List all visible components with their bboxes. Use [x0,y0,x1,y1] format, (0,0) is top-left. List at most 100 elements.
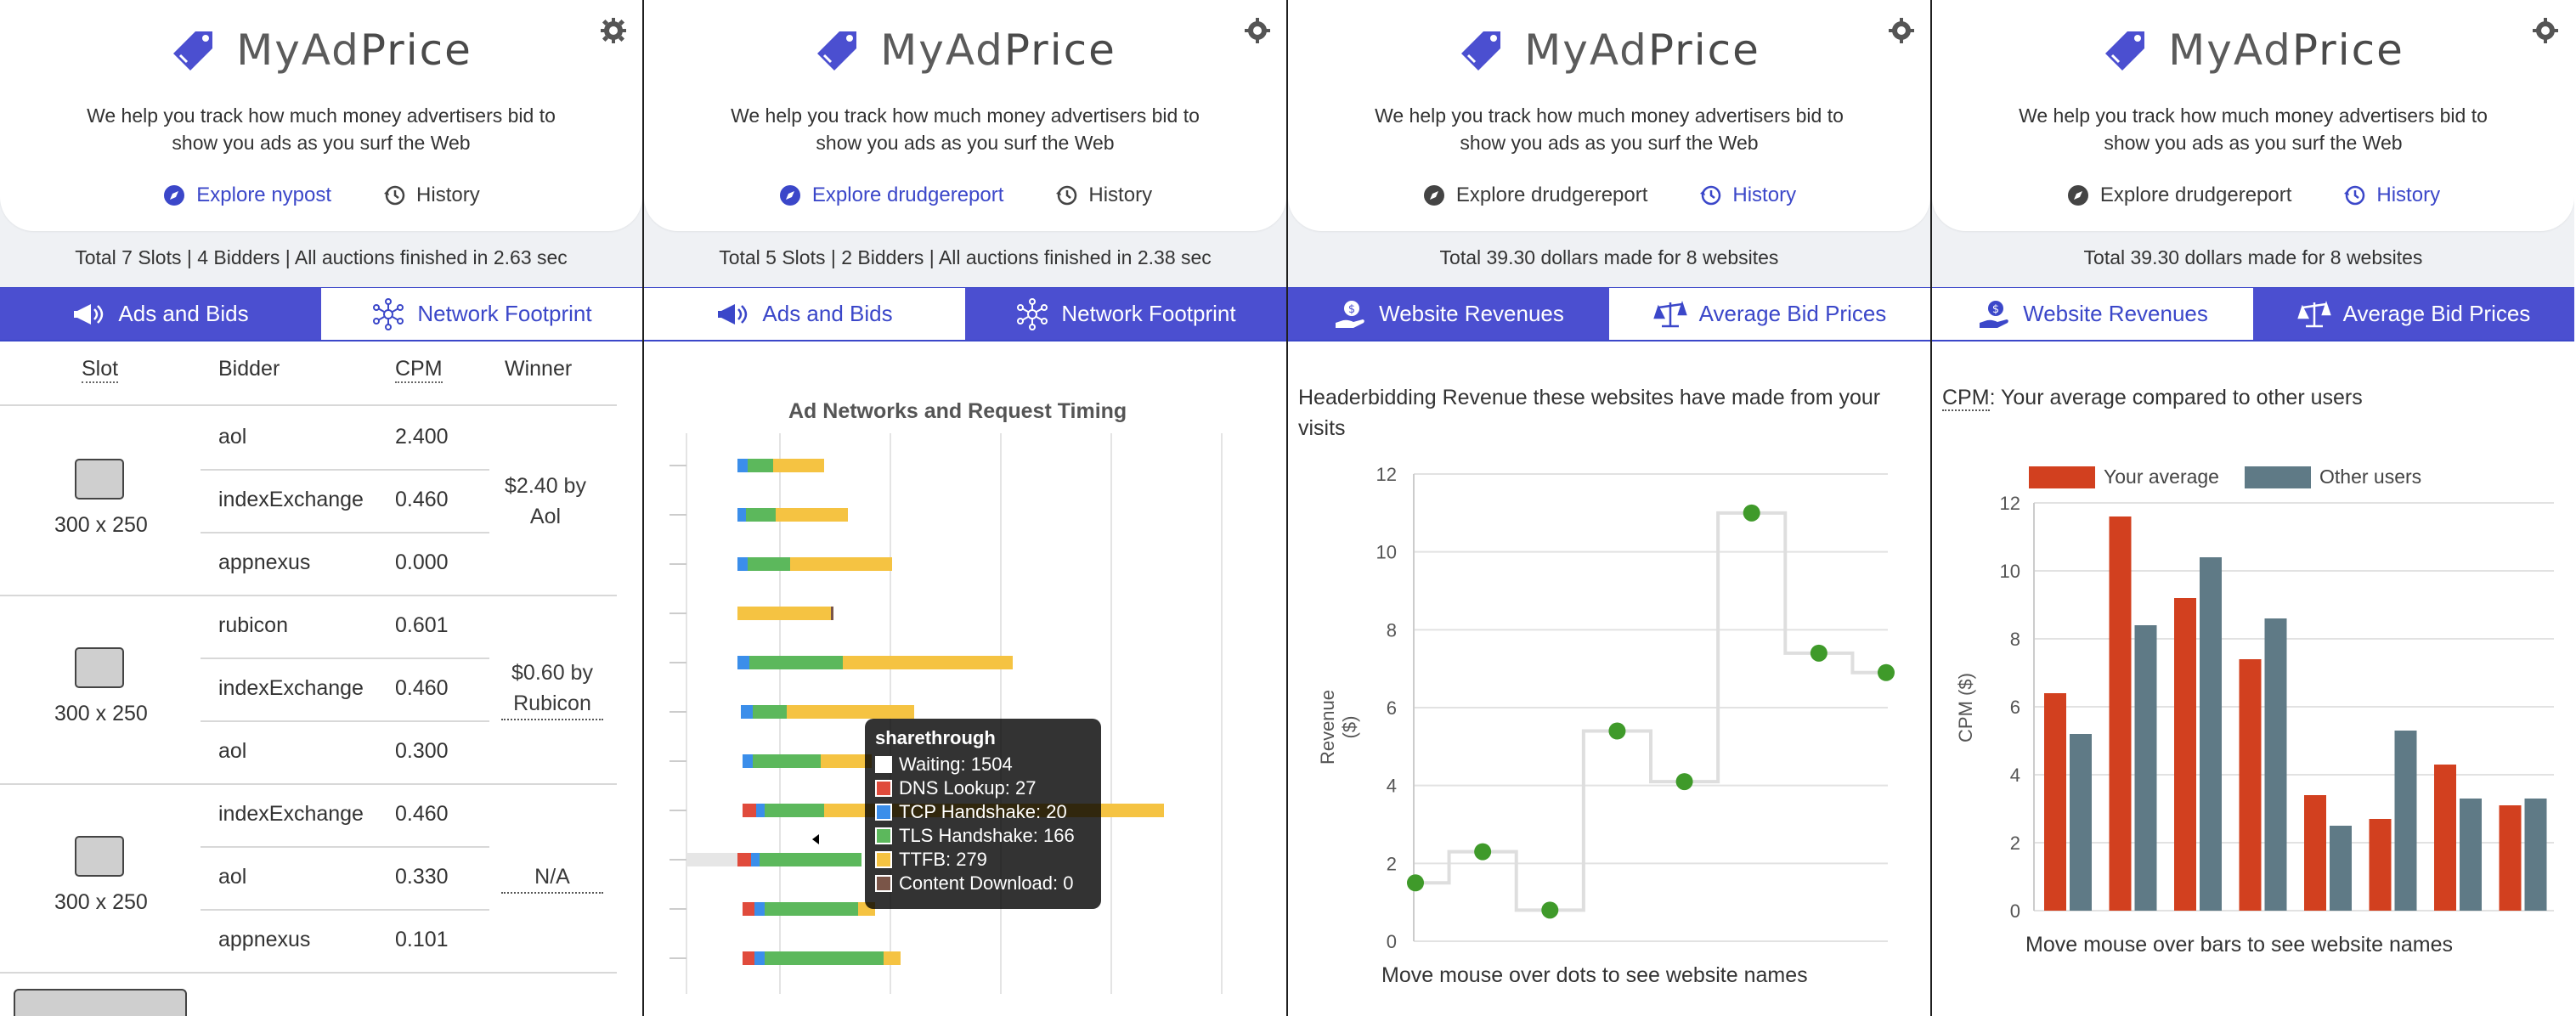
compass-icon [779,185,800,206]
tagline: We help you track how much money adverti… [731,104,1200,154]
data-point [1608,722,1626,740]
compass-icon [1423,185,1444,206]
explore-link[interactable]: Explore drudgereport [2066,180,2291,211]
tab-website-revenues[interactable]: $ Website Revenues [1932,288,2253,340]
explore-link[interactable]: Explore drudgereport [778,180,1003,211]
gear-icon[interactable] [1244,17,1271,44]
bar-other-users [2070,734,2092,911]
tab-network-footprint[interactable]: Network Footprint [321,288,642,340]
summary-text: Total 39.30 dollars made for 8 websites [2083,246,2423,268]
bar-other-users [2524,799,2547,911]
bar-segment-tls [748,459,773,472]
bar-other-users [2330,826,2352,911]
cpm-value: 0.601 [395,613,449,637]
column-header-bidder: Bidder [218,357,280,381]
bidder-name: aol [218,739,247,763]
tab-ads-and-bids[interactable]: Ads and Bids [644,288,965,340]
gear-icon[interactable] [2532,17,2559,44]
explore-link[interactable]: Explore drudgereport [1422,180,1647,211]
history-link[interactable]: History [1054,180,1152,211]
y-tick-label: 12 [1376,466,1397,485]
winner-cell[interactable]: N/A [501,861,603,894]
tab-average-bid-prices[interactable]: Average Bid Prices [2253,288,2574,340]
y-tick-label: 2 [2010,833,2020,854]
ad-slot-thumbnail[interactable] [75,647,124,688]
step-line [1415,511,1886,912]
cpm-value: 2.400 [395,425,449,449]
network-icon [1017,297,1048,330]
winner-cell: $2.40 by Aol [505,474,586,528]
tab-bar: $ Website Revenues Average Bid Prices [1288,287,1930,341]
bar-segment-tcp [737,508,746,522]
header: MyAdPrice We help you track how much mon… [1932,0,2574,231]
cpm-value: 0.460 [395,802,449,826]
ad-slot-thumbnail[interactable] [75,459,124,500]
money-hand-icon: $ [1336,300,1364,328]
data-point [1474,843,1492,861]
y-tick-label: 8 [1387,619,1397,641]
bar-segment-tls [765,951,884,965]
history-link[interactable]: History [1698,180,1796,211]
tab-website-revenues[interactable]: $ Website Revenues [1288,288,1609,340]
chart-title: Ad Networks and Request Timing [788,399,1127,423]
history-icon [1056,185,1077,206]
y-tick-label: 2 [1387,853,1397,874]
bar-segment-tcp [754,951,765,965]
bar-segment-tcp [737,656,749,669]
bidder-name: aol [218,425,247,449]
svg-text:$: $ [1992,303,1999,316]
tooltip-caret [812,834,819,844]
bar-segment-ttfb [773,459,824,472]
tab-network-footprint[interactable]: Network Footprint [965,288,1286,340]
tab-ads-and-bids[interactable]: Ads and Bids [0,288,321,340]
panel-average-bid-prices: MyAdPrice We help you track how much mon… [1932,0,2574,1016]
bar-segment-ttfb [821,754,872,768]
ad-slot-thumbnail[interactable] [75,836,124,877]
tagline: We help you track how much money adverti… [2019,104,2488,154]
history-link[interactable]: History [2342,180,2440,211]
tab-bar: Ads and Bids Network Footprint [0,287,642,341]
tagline: We help you track how much money adverti… [1375,104,1844,154]
cpm-value: 0.460 [395,676,449,700]
bar-other-users [2134,625,2157,911]
tooltip-row-download: Content Download: 0 [875,872,1091,895]
explore-link[interactable]: Explore nypost [162,180,331,211]
compass-icon [2067,185,2088,206]
tab-bar: Ads and Bids Network Footprint [644,287,1286,341]
gear-icon[interactable] [1888,17,1915,44]
gear-icon[interactable] [600,17,627,44]
revenue-chart[interactable]: 0 2 4 6 8 10 12 [1347,466,1908,950]
timing-tooltip: sharethrough Waiting: 1504 DNS Lookup: 2… [865,719,1101,909]
logo: MyAdPrice [0,20,642,80]
winner-cell[interactable]: $0.60 by Rubicon [501,658,603,720]
price-tag-icon [1461,31,1501,71]
bid-price-chart[interactable]: 0 2 4 6 8 10 12 [1983,493,2561,917]
chart-caption: CPM: Your average compared to other user… [1942,386,2363,411]
timing-chart[interactable] [661,433,1273,994]
bar-your-average [2174,598,2196,911]
bar-other-users [2264,618,2287,911]
y-tick-label: 0 [1387,931,1397,950]
bar-segment-tcp [751,853,760,866]
bidder-name: appnexus [218,550,311,574]
ad-slot-thumbnail[interactable] [14,989,187,1016]
tab-average-bid-prices[interactable]: Average Bid Prices [1609,288,1930,340]
bidder-name: indexExchange [218,488,364,511]
price-tag-icon [817,31,857,71]
bar-segment-dns [737,853,751,866]
bar-segment-tcp [741,705,753,719]
history-link[interactable]: History [382,180,480,211]
tooltip-row-tls: TLS Handshake: 166 [875,824,1091,848]
data-point [1675,773,1693,791]
price-tag-icon [2105,31,2145,71]
legend-other-users[interactable]: Other users [2245,466,2421,488]
tooltip-row-waiting: Waiting: 1504 [875,753,1091,776]
history-icon [1700,185,1721,206]
bar-your-average [2109,516,2132,911]
legend-your-average[interactable]: Your average [2029,466,2219,488]
bidder-name: appnexus [218,928,311,951]
column-header-winner: Winner [505,357,573,381]
bar-segment-tls [748,557,790,571]
bar-segment-tcp [754,902,765,916]
bar-segment-tls [753,705,787,719]
